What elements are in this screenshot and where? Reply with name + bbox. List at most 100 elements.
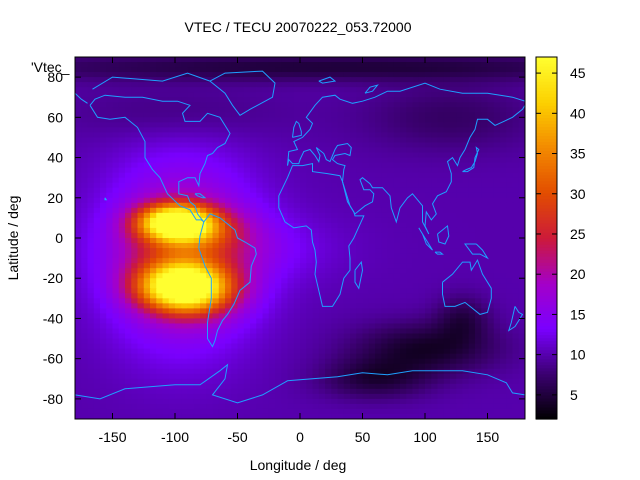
heat-cell — [450, 132, 457, 139]
heat-cell — [262, 82, 270, 88]
heat-cell — [406, 127, 414, 134]
heat-cell — [418, 253, 426, 259]
heat-cell — [225, 157, 232, 164]
heat-cell — [137, 328, 145, 335]
heat-cell — [187, 197, 195, 204]
heat-cell — [93, 57, 101, 63]
heat-cell — [100, 373, 107, 380]
heat-cell — [400, 368, 407, 375]
heat-cell — [362, 87, 370, 93]
heat-cell — [506, 97, 514, 103]
heat-cell — [156, 283, 164, 289]
heat-cell — [81, 57, 89, 63]
heat-cell — [75, 268, 82, 274]
heat-cell — [206, 248, 214, 254]
heat-cell — [75, 273, 82, 279]
heat-cell — [268, 82, 276, 88]
heat-cell — [312, 288, 320, 294]
heat-cell — [500, 358, 507, 365]
heat-cell — [268, 273, 276, 279]
heat-cell — [87, 67, 95, 73]
heat-cell — [275, 167, 282, 174]
heat-cell — [231, 338, 239, 345]
heat-cell — [393, 348, 401, 355]
heat-cell — [137, 398, 145, 405]
heat-cell — [412, 393, 420, 400]
heat-cell — [237, 318, 245, 325]
heat-cell — [81, 67, 89, 73]
heat-cell — [156, 72, 164, 78]
heat-cell — [200, 172, 207, 179]
heat-cell — [406, 258, 414, 264]
heat-cell — [350, 338, 357, 345]
heat-cell — [125, 107, 132, 113]
heat-cell — [381, 167, 389, 174]
heat-cell — [475, 278, 482, 284]
heat-cell — [112, 147, 120, 154]
heat-cell — [381, 343, 389, 350]
heat-cell — [287, 253, 295, 259]
heat-cell — [281, 92, 289, 98]
heat-cell — [356, 107, 364, 113]
heat-cell — [518, 398, 525, 405]
heat-cell — [93, 358, 101, 365]
heat-cell — [193, 363, 201, 370]
heat-cell — [118, 363, 126, 370]
heat-cell — [187, 353, 195, 360]
heat-cell — [162, 212, 170, 219]
heat-cell — [212, 232, 220, 239]
heat-cell — [362, 383, 370, 390]
heat-cell — [393, 207, 401, 214]
heat-cell — [300, 122, 307, 128]
heat-cell — [137, 102, 145, 108]
heat-cell — [143, 253, 151, 259]
heat-cell — [118, 212, 126, 219]
heat-cell — [181, 258, 189, 264]
heat-cell — [450, 127, 457, 134]
heat-cell — [343, 182, 351, 189]
heat-cell — [81, 192, 89, 199]
heat-cell — [512, 157, 520, 164]
heat-cell — [368, 102, 376, 108]
heat-cell — [475, 197, 482, 204]
heat-cell — [256, 82, 264, 88]
heat-cell — [81, 338, 89, 345]
heat-cell — [293, 263, 301, 269]
heat-cell — [362, 207, 370, 214]
heat-cell — [193, 333, 201, 340]
heat-cell — [287, 293, 295, 299]
heat-cell — [287, 378, 295, 385]
heat-cell — [337, 67, 345, 73]
heat-cell — [368, 212, 376, 219]
heat-cell — [356, 363, 364, 370]
heat-cell — [412, 398, 420, 405]
heat-cell — [325, 263, 332, 269]
heat-cell — [468, 157, 476, 164]
heat-cell — [181, 273, 189, 279]
heat-cell — [506, 268, 514, 274]
heat-cell — [412, 132, 420, 139]
heat-cell — [187, 192, 195, 199]
heat-cell — [143, 72, 151, 78]
heat-cell — [237, 167, 245, 174]
heat-cell — [256, 232, 264, 239]
heat-cell — [481, 278, 489, 284]
heat-cell — [381, 378, 389, 385]
heat-cell — [175, 127, 182, 134]
heat-cell — [456, 157, 464, 164]
heat-cell — [393, 147, 401, 154]
heat-cell — [243, 268, 251, 274]
heat-cell — [256, 192, 264, 199]
heat-cell — [481, 273, 489, 279]
heat-cell — [168, 62, 176, 68]
heat-cell — [375, 238, 382, 244]
heat-cell — [300, 388, 307, 395]
heat-cell — [181, 77, 189, 83]
heat-cell — [250, 212, 257, 219]
heat-cell — [175, 92, 182, 98]
heat-cell — [462, 222, 470, 229]
heat-cell — [387, 107, 395, 113]
heat-cell — [468, 147, 476, 154]
heat-cell — [81, 363, 89, 370]
heat-cell — [281, 127, 289, 134]
